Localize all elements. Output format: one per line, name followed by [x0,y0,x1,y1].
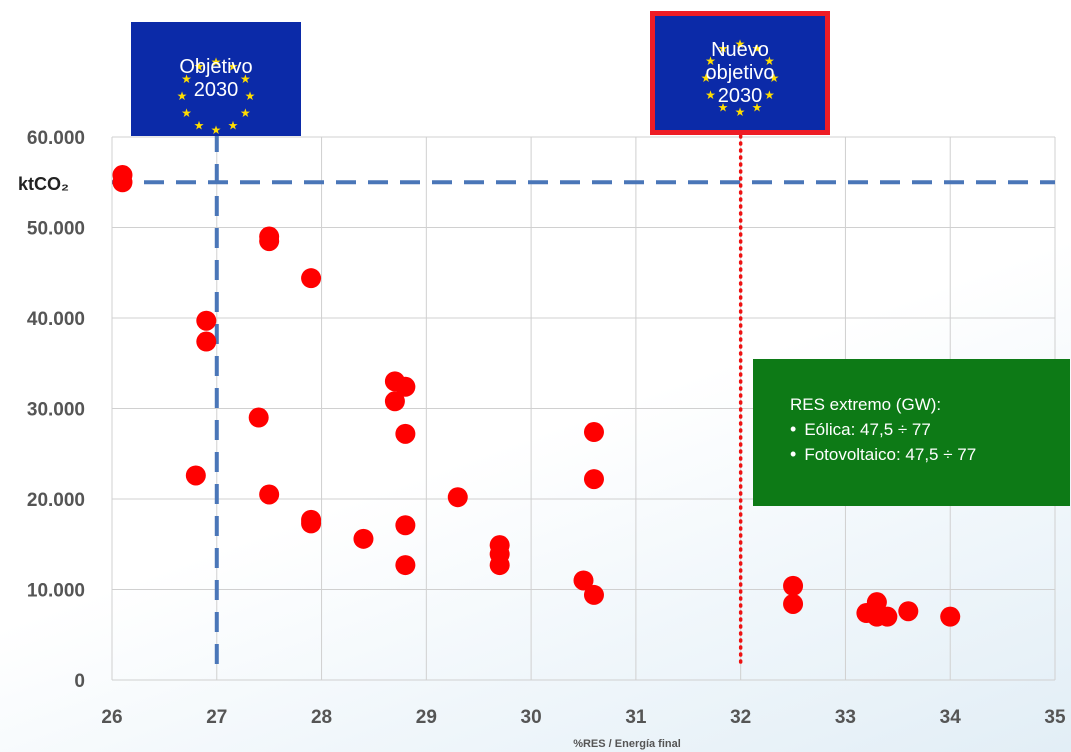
eu-star: ★ [181,72,192,86]
eu-star: ★ [211,123,222,136]
eu-star: ★ [769,71,780,85]
data-point [573,570,594,591]
eu-star: ★ [177,89,188,103]
data-point [395,376,416,397]
x-tick-label: 26 [101,707,122,728]
data-point [783,593,804,614]
data-point [301,268,322,289]
eu-star: ★ [228,118,239,132]
data-point [583,584,604,605]
x-tick-label: 27 [206,707,227,728]
eu-star: ★ [245,89,256,103]
x-tick-label: 35 [1044,707,1066,728]
y-tick-label: 40.000 [27,309,85,330]
data-point [447,487,468,508]
res-box-item-fotovoltaico: Fotovoltaico: 47,5 ÷ 77 [790,442,1070,467]
eu-star: ★ [764,88,775,102]
y-tick-label: 30.000 [27,400,85,421]
data-point [898,601,919,622]
data-point [395,515,416,536]
data-point [583,422,604,443]
objetivo-2030-flag: ★ ★ ★ ★ ★ ★ ★ ★ ★ ★ ★ ★ Objetivo 2030 [131,22,301,136]
ref-line-label-ktco2: ktCO₂ [18,174,69,194]
x-axis-tick-labels: 26 27 28 29 30 31 32 33 34 35 [101,707,1066,728]
y-tick-label: 0 [74,671,85,692]
data-point [259,231,280,252]
eu-star: ★ [764,54,775,68]
y-tick-label: 20.000 [27,490,85,511]
data-point [301,513,322,534]
res-box-title: RES extremo (GW): [790,395,942,414]
eu-star: ★ [752,42,763,56]
eu-star: ★ [194,60,205,74]
x-tick-label: 30 [521,707,542,728]
data-point [248,407,269,428]
eu-stars-icon: ★ ★★★★★★★★★★★ [177,55,256,136]
flag1-line2: 2030 [193,79,239,101]
x-tick-label: 32 [730,707,751,728]
data-point [940,606,961,627]
flag1-line1: Objetivo [179,56,253,78]
x-tick-label: 28 [311,707,332,728]
res-extremo-box: RES extremo (GW): Eólica: 47,5 ÷ 77 Foto… [753,359,1070,506]
data-point [112,172,133,193]
eu-star: ★ [240,106,251,120]
eu-star: ★ [705,88,716,102]
eu-star: ★ [211,55,222,69]
data-point [395,423,416,444]
data-point [353,528,374,549]
data-point [395,555,416,576]
eu-star: ★ [718,100,729,114]
eu-star: ★ [752,100,763,114]
data-point [384,391,405,412]
y-tick-label: 10.000 [27,581,85,602]
data-point [489,555,510,576]
data-point [196,331,217,352]
res-box-item-eolica: Eólica: 47,5 ÷ 77 [790,417,1070,442]
eu-star: ★ [240,72,251,86]
data-point [583,469,604,490]
objetivo-2030-text: Objetivo 2030 [179,56,252,102]
eu-star: ★ [718,42,729,56]
eu-star: ★ [705,54,716,68]
x-tick-label: 31 [625,707,647,728]
eu-star: ★ [735,37,746,51]
data-point [866,592,887,613]
eu-stars-icon: ★ ★★★★★★★★★★★ [701,37,780,119]
x-tick-label: 29 [416,707,437,728]
eu-star: ★ [194,118,205,132]
x-axis-label: %RES / Energía final [573,738,681,750]
res-box-list: Eólica: 47,5 ÷ 77 Fotovoltaico: 47,5 ÷ 7… [790,417,1070,467]
x-tick-label: 34 [940,707,962,728]
flag2-line3: 2030 [717,84,763,107]
eu-star: ★ [228,60,239,74]
y-tick-label: 60.000 [27,128,85,149]
nuevo-objetivo-2030-text: Nuevo objetivo 2030 [706,39,775,108]
nuevo-objetivo-2030-flag: ★ ★ ★ ★ ★ ★ ★ ★ ★ ★ ★ ★ Nuevo objetivo 2030 [650,11,830,135]
y-axis-tick-labels: 0 10.000 20.000 30.000 40.000 50.000 60.000 [27,128,85,692]
data-points [112,165,961,627]
data-point [877,606,898,627]
reference-lines [112,132,1055,668]
data-point [259,484,280,505]
flag2-line2: objetivo [705,61,775,84]
data-point [185,465,206,486]
data-point [196,310,217,331]
eu-star: ★ [181,106,192,120]
data-point [783,575,804,596]
eu-star: ★ [701,71,712,85]
eu-star: ★ [735,105,746,119]
x-tick-label: 33 [835,707,856,728]
y-tick-label: 50.000 [27,219,85,240]
flag2-line1: Nuevo [711,38,769,61]
